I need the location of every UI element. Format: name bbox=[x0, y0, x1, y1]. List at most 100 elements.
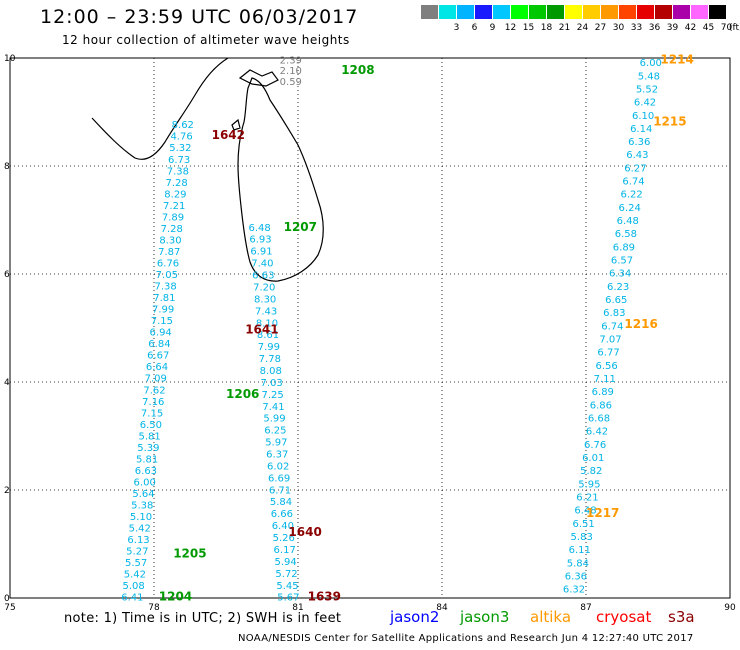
plot-frame bbox=[9, 57, 731, 599]
x-tick-label: 78 bbox=[148, 603, 160, 613]
wave-height-value: 6.74 bbox=[601, 321, 623, 332]
legend-swatch bbox=[601, 5, 618, 19]
wave-height-value: 6.86 bbox=[590, 400, 612, 411]
wave-height-value: 6.89 bbox=[592, 387, 614, 398]
wave-height-value: 5.99 bbox=[263, 414, 285, 425]
legend-label: 42 bbox=[684, 23, 697, 33]
wave-height-value: 6.65 bbox=[605, 295, 627, 306]
wave-height-value: 7.20 bbox=[253, 282, 275, 293]
wave-height-value: 2.39 bbox=[280, 55, 302, 66]
wave-height-value: 8.62 bbox=[172, 120, 194, 131]
wave-height-value: 5.81 bbox=[138, 431, 160, 442]
y-tick-label: 4 bbox=[4, 378, 10, 388]
track-pass-label: 1205 bbox=[173, 547, 206, 561]
legend-swatch bbox=[673, 5, 690, 19]
legend-swatch bbox=[637, 5, 654, 19]
track-pass-label: 1206 bbox=[226, 387, 259, 401]
track-labels: 1214 1215 1216 1217 1208 1207 1206 1205 1204 1642… bbox=[159, 52, 694, 603]
legend-label: 15 bbox=[522, 23, 535, 33]
coastline bbox=[91, 57, 324, 282]
wave-height-value: 7.21 bbox=[163, 201, 185, 212]
wave-height-value: 6.89 bbox=[613, 242, 635, 253]
wave-height-value: 8.61 bbox=[257, 330, 279, 341]
wave-height-value: 7.15 bbox=[141, 408, 163, 419]
wave-height-value: 6.76 bbox=[157, 258, 179, 269]
wave-height-value: 7.43 bbox=[255, 306, 277, 317]
wave-height-value: 5.27 bbox=[126, 547, 148, 558]
jaffna-peninsula bbox=[238, 69, 279, 87]
legend-label: 18 bbox=[540, 23, 553, 33]
wave-height-value: 6.63 bbox=[252, 271, 274, 282]
axis-tick-labels: 75 78 81 84 87 90 0 2 4 6 8 10 bbox=[4, 54, 736, 613]
wave-height-value: 5.67 bbox=[277, 593, 299, 604]
wave-height-value: 6.21 bbox=[576, 492, 598, 503]
map-title: 12:00 – 23:59 UTC 06/03/2017 bbox=[40, 6, 359, 28]
units-note: note: 1) Time is in UTC; 2) SWH is in fe… bbox=[64, 611, 342, 626]
wave-height-value: 6.36 bbox=[628, 137, 650, 148]
grid-lines bbox=[10, 58, 730, 598]
wave-height-points: 6.00 5.48 5.52 6.42 6.10 6.14 6.36 6.43 6.27 6.74… bbox=[121, 55, 662, 603]
legend-swatch bbox=[511, 5, 528, 19]
mannar-island bbox=[231, 118, 241, 131]
wave-height-value: 8.30 bbox=[254, 294, 276, 305]
wave-height-value: 5.26 bbox=[273, 533, 295, 544]
sri-lanka-coastline bbox=[237, 77, 324, 282]
wave-height-value: 6.57 bbox=[611, 256, 633, 267]
wave-height-value: 5.97 bbox=[265, 438, 287, 449]
wave-height-value: 6.13 bbox=[127, 535, 149, 546]
wave-height-value: 6.50 bbox=[140, 420, 162, 431]
wave-height-value: 6.14 bbox=[630, 124, 652, 135]
wave-height-value: 5.82 bbox=[580, 466, 602, 477]
wave-height-value: 6.01 bbox=[582, 453, 604, 464]
wave-height-value: 6.24 bbox=[619, 203, 641, 214]
wave-height-value: 6.84 bbox=[148, 339, 170, 350]
wave-height-value: 6.93 bbox=[249, 235, 271, 246]
legend-label: 33 bbox=[630, 23, 643, 33]
wave-height-value: 6.43 bbox=[626, 150, 648, 161]
wave-height-value: 8.30 bbox=[159, 235, 181, 246]
legend-label: 3 bbox=[453, 23, 460, 33]
y-tick-label: 0 bbox=[4, 594, 10, 604]
wave-height-value: 7.28 bbox=[166, 178, 188, 189]
legend-label: 45 bbox=[702, 23, 715, 33]
wave-height-value: 6.91 bbox=[250, 247, 272, 258]
x-tick-label: 87 bbox=[580, 603, 591, 613]
wave-height-value: 5.52 bbox=[636, 84, 658, 95]
wave-height-value: 5.38 bbox=[131, 501, 153, 512]
wave-height-value: 6.17 bbox=[274, 545, 296, 556]
wave-height-value: 6.10 bbox=[632, 111, 654, 122]
wave-height-value: 6.69 bbox=[268, 473, 290, 484]
wave-height-value: 6.37 bbox=[266, 450, 288, 461]
legend-label: 6 bbox=[471, 23, 478, 33]
wave-height-value: 6.51 bbox=[572, 519, 594, 530]
wave-height-value: 6.48 bbox=[574, 506, 596, 517]
satellite-name: jason3 bbox=[460, 608, 510, 626]
wave-height-value: 2.10 bbox=[280, 66, 302, 77]
wave-height-value: 7.25 bbox=[261, 390, 283, 401]
wave-height-value: 5.10 bbox=[130, 512, 152, 523]
wave-height-value: 6.22 bbox=[620, 190, 642, 201]
wave-height-value: 7.28 bbox=[161, 224, 183, 235]
wave-height-value: 4.76 bbox=[170, 132, 192, 143]
satellite-name: altika bbox=[530, 608, 572, 626]
x-tick-label: 84 bbox=[436, 603, 448, 613]
legend-swatch bbox=[655, 5, 672, 19]
legend-swatch bbox=[619, 5, 636, 19]
wave-height-value: 7.07 bbox=[599, 335, 621, 346]
wave-height-value: 6.48 bbox=[248, 223, 270, 234]
wave-height-value: 7.99 bbox=[258, 342, 280, 353]
track-pass-label: 1214 bbox=[660, 52, 693, 66]
wave-height-value: 6.74 bbox=[622, 177, 644, 188]
legend-swatch bbox=[457, 5, 474, 19]
wave-height-value: 7.38 bbox=[167, 166, 189, 177]
legend-label: 27 bbox=[594, 23, 607, 33]
wave-height-value: 7.87 bbox=[158, 247, 180, 258]
wave-height-value: 7.99 bbox=[152, 305, 174, 316]
legend-label: 30 bbox=[612, 23, 625, 33]
satellite-name: s3a bbox=[668, 608, 695, 626]
wave-height-value: 0.59 bbox=[280, 77, 302, 88]
wave-height-value: 6.23 bbox=[607, 282, 629, 293]
wave-height-value: 7.89 bbox=[162, 212, 184, 223]
wave-height-value: 8.29 bbox=[164, 189, 186, 200]
wave-height-value: 5.84 bbox=[567, 558, 589, 569]
